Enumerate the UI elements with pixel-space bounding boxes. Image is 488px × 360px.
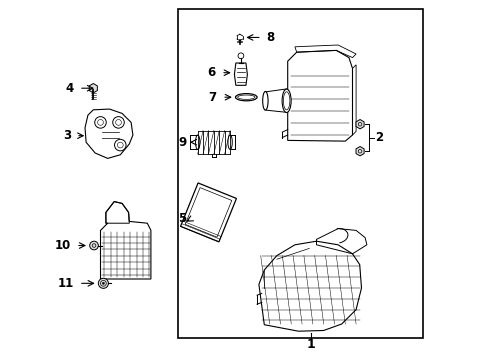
Text: 7: 7 [208, 91, 216, 104]
Text: 8: 8 [265, 31, 274, 44]
Ellipse shape [282, 89, 290, 113]
Text: 9: 9 [178, 136, 186, 149]
Text: 6: 6 [207, 66, 215, 79]
Text: 3: 3 [63, 129, 71, 142]
Text: 2: 2 [374, 131, 383, 144]
Circle shape [102, 282, 104, 284]
Text: 4: 4 [65, 82, 73, 95]
Circle shape [98, 278, 108, 288]
Text: 5: 5 [178, 212, 186, 225]
Text: 1: 1 [306, 338, 315, 351]
Bar [178, 9, 422, 338]
Ellipse shape [262, 91, 267, 110]
Circle shape [89, 241, 98, 250]
Text: 10: 10 [55, 239, 71, 252]
Text: 11: 11 [57, 277, 73, 290]
